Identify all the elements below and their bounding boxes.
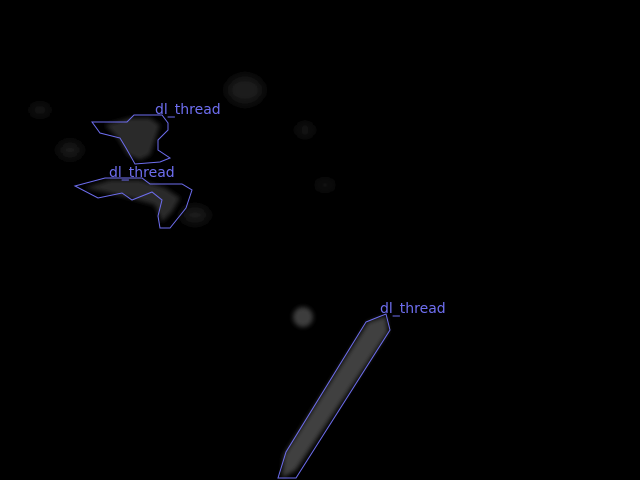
- region-label: dl_thread: [109, 165, 175, 181]
- bright-spot: [293, 307, 313, 327]
- region-label: dl_thread: [380, 301, 446, 317]
- region-label: dl_thread: [155, 102, 221, 118]
